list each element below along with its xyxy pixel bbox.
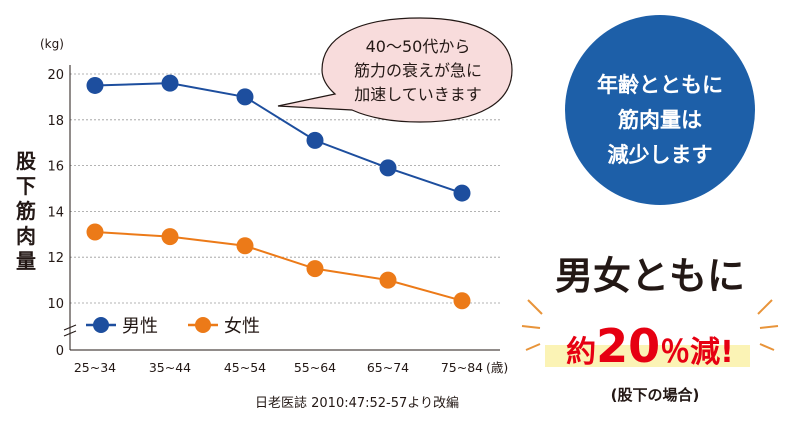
data-point xyxy=(379,159,397,177)
annotation-line-1: 40～50代から xyxy=(366,37,471,56)
y-label-char: 量 xyxy=(16,249,36,273)
scope-note: (股下の場合) xyxy=(611,386,700,404)
legend-label-male: 男性 xyxy=(122,316,158,337)
data-point xyxy=(379,271,397,289)
data-point xyxy=(306,131,324,149)
burst-line xyxy=(525,343,541,351)
data-point xyxy=(86,223,104,241)
x-ticks: 25~34 35~44 45~54 55~64 65~74 75~84 xyxy=(74,360,483,375)
emphasis-number: 20 xyxy=(596,319,660,373)
highlight-band xyxy=(545,345,750,367)
emphasis-prefix: 約 xyxy=(566,335,596,370)
data-point xyxy=(236,88,254,106)
emphasis-suffix: ％減! xyxy=(660,335,734,370)
y-tick-label: 10 xyxy=(47,297,64,312)
series-layer xyxy=(86,74,471,310)
data-point xyxy=(86,76,104,94)
x-tick-label: 35~44 xyxy=(149,360,191,375)
burst-line xyxy=(521,325,541,329)
burst-line xyxy=(527,299,543,315)
circle-line-2: 筋肉量は xyxy=(617,108,702,132)
x-unit-label: (歳) xyxy=(486,360,508,375)
line-chart: (kg) 0 10 12 14 16 18 20 25~34 35~44 45~54 55~64 6… xyxy=(16,17,513,411)
headline: 男女ともに xyxy=(555,254,745,298)
burst-line xyxy=(759,325,779,329)
data-point xyxy=(306,260,324,278)
y-label-char: 肉 xyxy=(16,224,36,248)
series-line-0 xyxy=(94,82,463,195)
burst-line xyxy=(757,299,773,315)
annotation-line-2: 筋力の衰えが急に xyxy=(354,61,482,80)
data-point xyxy=(453,292,471,310)
x-tick-label: 75~84 xyxy=(441,360,483,375)
legend-label-female: 女性 xyxy=(224,316,260,337)
y-tick-label: 14 xyxy=(47,205,64,220)
x-tick-label: 65~74 xyxy=(367,360,409,375)
y-tick-label: 16 xyxy=(47,160,64,175)
circle-line-1: 年齢とともに xyxy=(597,73,723,97)
callout-panel: 年齢とともに 筋肉量は 減少します 男女ともに 約20％減! (股下の場合) xyxy=(521,15,779,404)
data-point xyxy=(161,74,179,92)
x-tick-label: 55~64 xyxy=(294,360,336,375)
y-label-char: 股 xyxy=(16,149,36,173)
y-tick-label: 20 xyxy=(47,68,64,83)
x-tick-label: 45~54 xyxy=(224,360,266,375)
x-tick-label: 25~34 xyxy=(74,360,116,375)
y-label-char: 筋 xyxy=(16,199,36,223)
annotation-bubble: 40～50代から 筋力の衰えが急に 加速していきます xyxy=(277,17,513,123)
data-point xyxy=(236,237,254,255)
burst-lines xyxy=(521,299,779,351)
series-line-1 xyxy=(94,231,463,302)
data-point xyxy=(161,228,179,246)
y-tick-label: 12 xyxy=(47,251,64,266)
burst-line xyxy=(759,343,775,351)
summary-circle xyxy=(565,15,755,205)
legend: 男性 女性 xyxy=(86,316,260,337)
y-unit-label: (kg) xyxy=(40,37,64,51)
y-label-char: 下 xyxy=(16,174,36,198)
source-citation: 日老医誌 2010:47:52-57より改編 xyxy=(255,395,459,411)
legend-marker-female xyxy=(195,317,211,333)
y-ticks: 0 10 12 14 16 18 20 xyxy=(47,68,64,359)
annotation-line-3: 加速していきます xyxy=(354,85,482,104)
y-tick-label: 18 xyxy=(47,114,64,129)
legend-marker-male xyxy=(93,317,109,333)
circle-line-3: 減少します xyxy=(608,143,713,167)
emphasis-text: 約20％減! xyxy=(566,319,734,373)
y-tick-label: 0 xyxy=(56,344,64,359)
bubble-shape xyxy=(277,17,513,123)
data-point xyxy=(453,184,471,202)
